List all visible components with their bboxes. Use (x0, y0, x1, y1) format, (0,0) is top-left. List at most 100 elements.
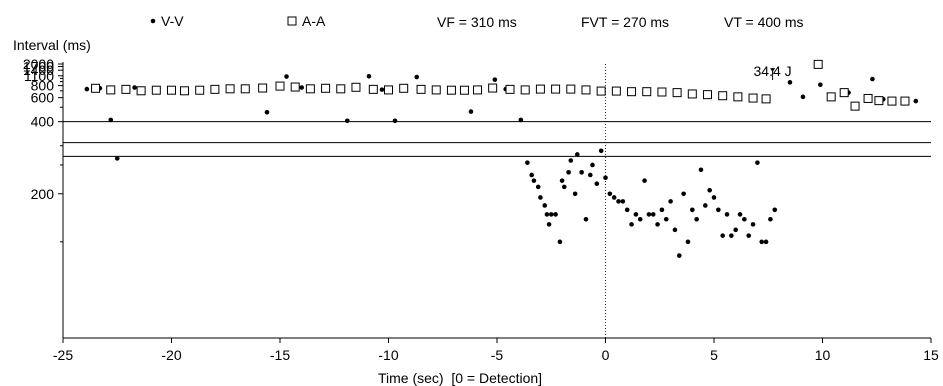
vv-point (668, 199, 673, 204)
aa-point (136, 86, 146, 96)
vv-point (548, 212, 554, 217)
vv-point (746, 233, 752, 238)
vv-point (583, 216, 589, 222)
vv-point (768, 216, 773, 222)
vv-point (561, 184, 567, 190)
vv-point (529, 172, 535, 178)
vv-point (544, 212, 550, 217)
aa-point (416, 84, 426, 94)
aa-point (566, 84, 576, 94)
data-points (84, 59, 919, 258)
aa-point (459, 85, 469, 95)
vv-point (492, 77, 498, 82)
aa-point (195, 85, 205, 95)
aa-point (290, 82, 300, 92)
vv-point (642, 178, 647, 183)
aa-point (91, 83, 101, 93)
aa-point (813, 59, 823, 69)
aa-point (321, 83, 331, 93)
vv-point (518, 117, 524, 123)
vv-point (572, 191, 578, 197)
aa-point (240, 84, 250, 94)
vv-point (742, 216, 747, 222)
aa-point (446, 85, 456, 95)
aa-point (399, 83, 409, 93)
y-tick-label: 1100 (24, 68, 54, 84)
aa-point (225, 84, 235, 94)
vv-point (711, 195, 717, 200)
aa-point (488, 83, 498, 93)
zone-label-fvt: FVT = 270 ms (581, 14, 669, 30)
vv-point (579, 170, 584, 175)
vv-point (655, 222, 660, 227)
aa-point (305, 84, 315, 94)
aa-point (839, 88, 849, 98)
aa-point (368, 84, 378, 94)
zone-label-vt: VT = 400 ms (724, 14, 804, 30)
x-tick-label: -20 (161, 347, 181, 363)
aa-point (687, 89, 697, 99)
x-tick-label: 5 (710, 347, 718, 363)
x-tick-label: -15 (270, 347, 290, 363)
vv-point (659, 207, 665, 213)
aa-point (167, 85, 176, 95)
vv-point (616, 199, 621, 204)
aa-point (384, 85, 393, 95)
vv-point (392, 118, 398, 124)
vv-point (535, 184, 541, 190)
vv-point (681, 191, 686, 197)
vv-point (546, 222, 552, 227)
vv-point (594, 181, 600, 187)
y-axis-label: Interval (ms) (13, 37, 91, 53)
vv-point (759, 239, 765, 245)
aa-point (581, 85, 591, 95)
vv-point (538, 195, 543, 200)
vv-point (531, 178, 537, 183)
aa-point (180, 86, 190, 96)
aa-point (733, 92, 743, 102)
vv-point (603, 175, 608, 181)
y-tick-label: 200 (31, 186, 55, 202)
vv-point (525, 160, 530, 165)
aa-point (275, 81, 285, 91)
y-tick-label: 1400 (23, 62, 54, 78)
vv-point (698, 167, 704, 173)
vv-point (299, 85, 305, 90)
zone-lines (63, 121, 931, 157)
vv-point (800, 94, 806, 100)
vv-point (720, 233, 725, 238)
aa-point (657, 87, 667, 97)
vv-point (729, 233, 734, 238)
y-tick-label: 800 (31, 78, 55, 94)
aa-point (826, 92, 836, 102)
vv-point (468, 109, 474, 114)
aa-point (874, 96, 884, 106)
vv-point (755, 160, 760, 165)
legend-label-vv: V-V (161, 13, 184, 29)
vv-point (590, 162, 595, 168)
vv-point (818, 82, 823, 88)
vv-point (716, 207, 721, 213)
vv-point (633, 212, 639, 217)
aa-point (850, 101, 860, 111)
vv-point (646, 212, 652, 217)
vv-point (724, 212, 730, 217)
aa-point (106, 85, 116, 95)
aa-point (748, 93, 758, 103)
shock-arrow-head (770, 68, 776, 73)
vv-point (672, 227, 678, 233)
aa-point (672, 88, 682, 98)
vv-point (568, 158, 574, 163)
vv-point (624, 207, 630, 213)
aa-point (151, 85, 161, 95)
aa-point (351, 82, 361, 92)
aa-point (535, 84, 545, 94)
y-tick-label: 600 (31, 90, 55, 106)
aa-point (900, 96, 910, 106)
y-tick-label: 2000 (23, 56, 54, 72)
vv-point (870, 76, 875, 82)
vv-point (598, 148, 604, 154)
vv-point (366, 73, 372, 79)
vv-point (344, 118, 350, 124)
